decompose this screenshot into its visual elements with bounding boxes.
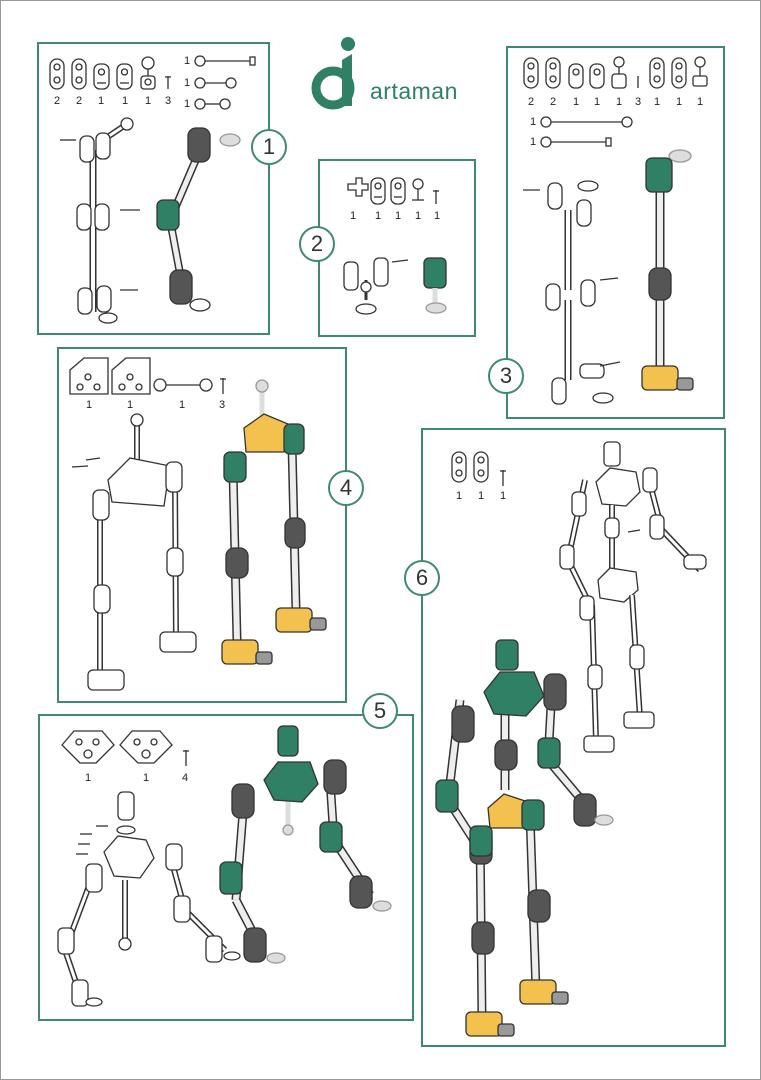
step-3-qty-4: 1 (594, 96, 601, 108)
step-6-qty-1: 1 (456, 490, 463, 502)
step-3-qty-7: 1 (654, 96, 661, 108)
step-3-qty-8: 1 (676, 96, 683, 108)
step-3-qty-5: 1 (616, 96, 623, 108)
step-4-qty-3: 1 (179, 399, 186, 411)
step-3-qty-9: 1 (697, 96, 704, 108)
step-1-rod-qty-2: 1 (184, 77, 191, 89)
step-4-qty-1: 1 (86, 399, 93, 411)
step-3-rod-qty-2: 1 (530, 136, 537, 148)
step-1-qty-1: 2 (54, 95, 61, 107)
step-1-rod-qty-3: 1 (184, 98, 191, 110)
step-6-qty-2: 1 (478, 490, 485, 502)
step-5-qty-3: 4 (182, 772, 189, 784)
step-2-badge: 2 (299, 226, 335, 262)
step-1-qty-5: 1 (145, 95, 152, 107)
step-2-qty-1: 1 (350, 210, 357, 222)
brand-name: artaman (370, 78, 458, 104)
step-5-qty-2: 1 (143, 772, 150, 784)
step-3-qty-2: 2 (550, 96, 557, 108)
step-1-qty-3: 1 (98, 95, 105, 107)
step-4-qty-2: 1 (127, 399, 134, 411)
step-3-qty-3: 1 (573, 96, 580, 108)
step-1-qty-6: 3 (165, 95, 172, 107)
step-3-badge: 3 (488, 358, 524, 394)
step-1-rod-qty-1: 1 (184, 55, 191, 67)
step-3-qty-6: 3 (635, 96, 642, 108)
step-5-badge: 5 (362, 693, 398, 729)
step-5-qty-1: 1 (85, 772, 92, 784)
step-6-badge: 6 (404, 560, 440, 596)
step-3-rod-qty-1: 1 (530, 116, 537, 128)
step-6-qty-3: 1 (500, 490, 507, 502)
step-2-qty-4: 1 (415, 210, 422, 222)
step-4-qty-4: 3 (219, 399, 226, 411)
step-2-qty-5: 1 (434, 210, 441, 222)
step-3-panel (506, 46, 725, 419)
step-1-badge: 1 (251, 129, 287, 165)
step-2-qty-2: 1 (375, 210, 382, 222)
step-1-qty-4: 1 (122, 95, 129, 107)
step-1-qty-2: 2 (76, 95, 83, 107)
step-1-panel (37, 42, 270, 335)
step-4-badge: 4 (328, 470, 364, 506)
step-3-qty-1: 2 (528, 96, 535, 108)
step-2-qty-3: 1 (395, 210, 402, 222)
